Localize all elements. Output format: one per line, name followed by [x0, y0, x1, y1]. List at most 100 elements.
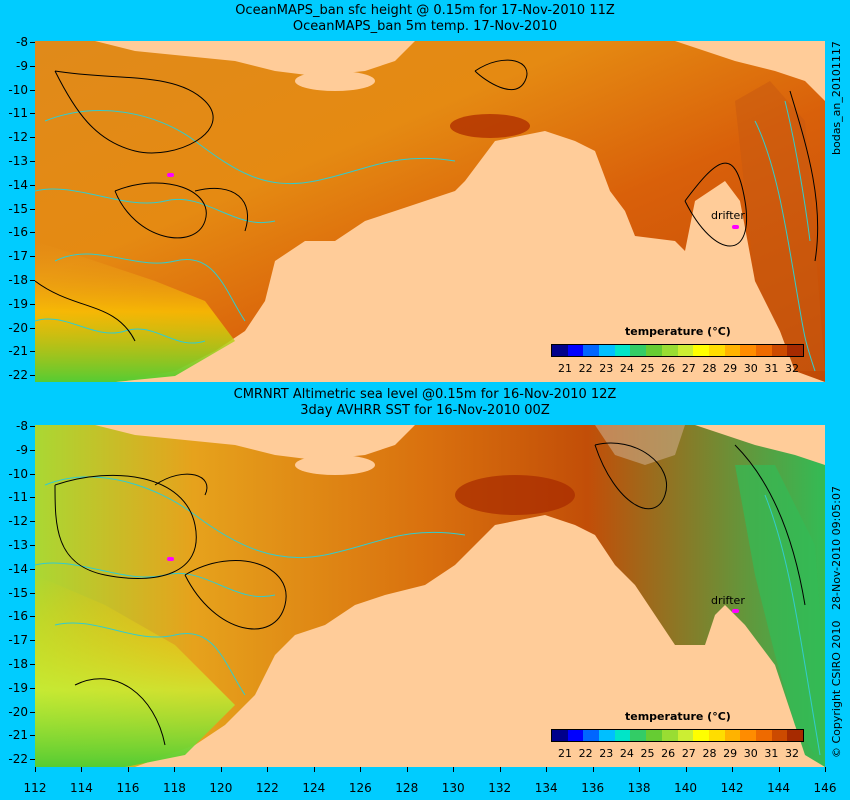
lat-tick-label: -10 [8, 466, 28, 481]
legend-label: 21 [558, 362, 572, 375]
lat-tick [30, 161, 35, 162]
lon-tick [499, 767, 501, 772]
top-newguinea [675, 41, 825, 101]
legend-label: 22 [578, 747, 593, 760]
lat-tick-label: -18 [8, 657, 28, 671]
bottom-map-svg [35, 425, 825, 767]
legend-swatch [567, 730, 584, 741]
lat-tick [30, 327, 35, 329]
legend-label: 29 [723, 747, 738, 760]
legend-swatch [740, 345, 756, 356]
lat-tick-label: -20 [8, 320, 28, 335]
lon-tick [267, 767, 269, 772]
lon-tick-label: 124 [302, 781, 326, 795]
legend-label: 24 [619, 747, 634, 760]
bottom-cool-water [35, 575, 235, 767]
legend-label: 32 [785, 747, 799, 760]
legend-swatch [599, 345, 615, 356]
legend-label: 25 [640, 362, 655, 375]
lat-tick [30, 568, 35, 570]
lon-tick [81, 767, 83, 772]
lon-tick-label: 112 [23, 781, 47, 795]
lat-tick-label: -15 [8, 201, 28, 216]
lat-tick-label: -10 [8, 82, 28, 97]
lat-tick-label: -20 [8, 704, 28, 719]
lon-tick-label: 132 [488, 781, 512, 795]
lon-tick-label: 122 [255, 781, 279, 795]
bottom-side-date: 28-Nov-2010 09:05:07 [830, 485, 843, 610]
bottom-newguinea [695, 425, 825, 465]
legend-swatch [755, 730, 772, 741]
lon-tick [592, 767, 594, 772]
lat-tick-label: -14 [8, 561, 28, 576]
top-drifter-west-marker [167, 173, 174, 177]
lat-tick [30, 449, 35, 451]
lat-tick [30, 545, 35, 546]
lat-tick [30, 42, 35, 43]
lon-tick-label: 144 [767, 781, 790, 795]
lat-tick [30, 208, 35, 210]
bottom-coral-sea [735, 465, 825, 755]
lat-tick [30, 497, 35, 499]
lon-tick-label: 140 [674, 781, 698, 795]
legend-label: 25 [640, 747, 655, 760]
lat-tick [30, 473, 35, 475]
legend-swatch [755, 345, 772, 356]
lon-tick-label: 128 [395, 781, 419, 795]
legend-swatch [567, 345, 584, 356]
lat-tick-label: -19 [8, 680, 28, 695]
lon-tick [778, 767, 780, 772]
lat-tick [30, 735, 35, 737]
lon-tick-label: 134 [534, 781, 558, 795]
legend-swatch [661, 345, 678, 356]
top-map-panel [35, 41, 825, 382]
legend-swatch [630, 345, 647, 356]
top-cool-water [35, 241, 235, 382]
lat-tick [30, 280, 35, 281]
legend-swatch [661, 730, 678, 741]
lon-tick-label: 118 [162, 781, 186, 795]
legend-swatch [787, 730, 803, 741]
lon-tick [732, 767, 734, 772]
bottom-title-line1: CMRNRT Altimetric sea level @0.15m for 1… [233, 387, 617, 402]
lat-tick [30, 65, 35, 67]
bottom-title-line2: 3day AVHRR SST for 16-Nov-2010 00Z [300, 403, 550, 418]
top-black-contours [35, 59, 819, 342]
lat-tick [30, 303, 35, 305]
lon-tick [685, 767, 687, 772]
lat-tick-label: -8 [16, 419, 28, 433]
legend-swatch [724, 730, 741, 741]
lat-tick-label: -14 [8, 177, 28, 192]
lat-tick-label: -9 [16, 58, 28, 73]
legend-swatch [708, 345, 725, 356]
bottom-legend-bar [551, 729, 804, 742]
legend-swatch [646, 730, 662, 741]
lon-tick-label: 120 [209, 781, 233, 795]
lon-tick-label: 136 [581, 781, 605, 795]
legend-label: 28 [702, 362, 717, 375]
lat-tick [30, 640, 35, 642]
bottom-map-panel [35, 425, 825, 767]
bottom-drifter-marker [732, 609, 739, 613]
lon-tick [453, 767, 455, 772]
legend-swatch [724, 345, 741, 356]
lat-tick-label: -17 [8, 633, 28, 648]
legend-swatch [787, 345, 803, 356]
legend-swatch [771, 345, 788, 356]
bottom-islands-north [95, 425, 415, 460]
lat-tick-label: -11 [8, 106, 28, 121]
legend-label: 26 [661, 362, 676, 375]
lat-tick [30, 232, 35, 234]
lat-tick-label: -21 [8, 728, 28, 743]
lat-tick [30, 616, 35, 618]
bottom-legend-title: temperature (°C) [625, 710, 731, 723]
lat-tick-label: -12 [8, 130, 28, 145]
lon-tick [825, 767, 826, 772]
legend-label: 31 [764, 362, 779, 375]
lat-tick-label: -16 [8, 609, 28, 624]
legend-label: 27 [681, 747, 696, 760]
lat-tick [30, 426, 35, 427]
legend-swatch [614, 730, 631, 741]
lon-tick [174, 767, 176, 772]
lat-tick [30, 137, 35, 139]
